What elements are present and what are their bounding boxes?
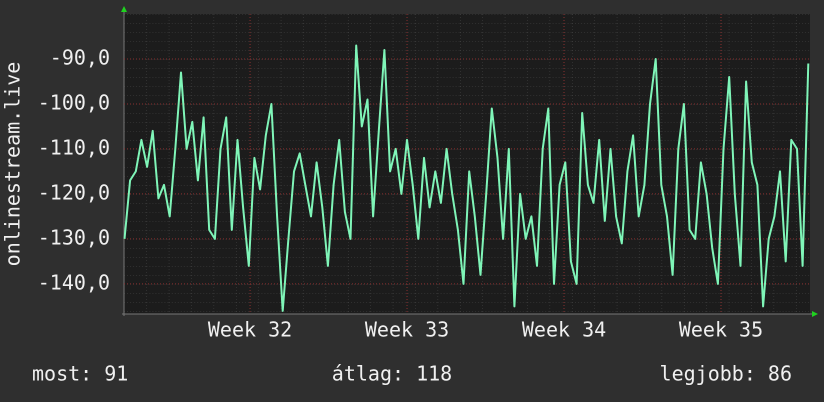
x-tick-label: Week 35 [679,318,763,342]
y-tick-label: -120,0 [38,180,110,204]
x-tick-label: Week 32 [208,318,292,342]
y-tick-label: -110,0 [38,135,110,159]
data-line [123,44,810,312]
axis-arrow [121,6,127,12]
y-tick-label: -100,0 [38,90,110,114]
minor-grid [124,14,810,314]
x-tick-label: Week 33 [365,318,449,342]
stat: átlag: 118 [332,362,452,386]
stat: legjobb: 86 [660,362,792,386]
y-tick-label: -90,0 [50,45,110,69]
stat: most: 91 [32,362,128,386]
y-tick-label: -140,0 [38,270,110,294]
axis-arrow [812,311,818,317]
x-tick-label: Week 34 [522,318,606,342]
y-axis-label: onlinestream.live [1,62,25,267]
y-tick-label: -130,0 [38,225,110,249]
